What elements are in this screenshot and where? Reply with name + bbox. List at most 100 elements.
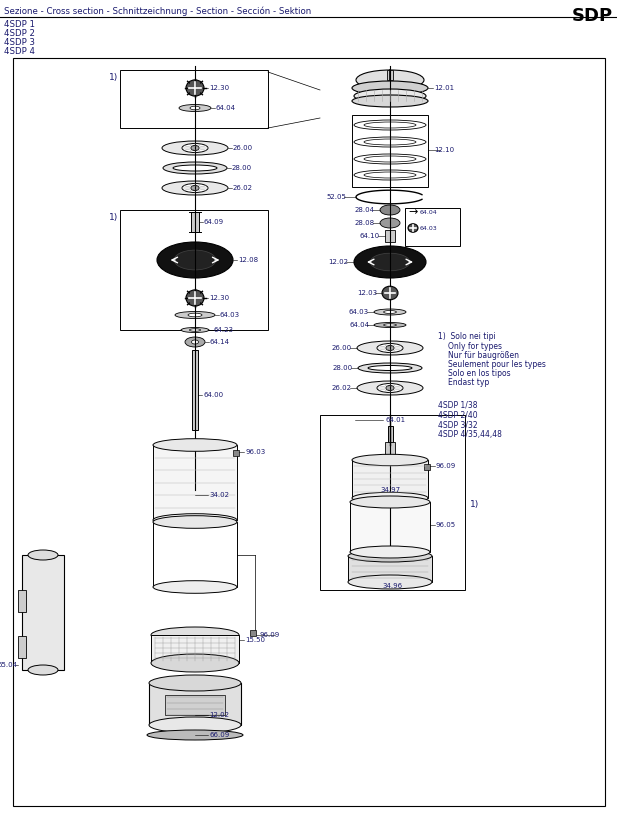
Text: 64.04: 64.04 [420,209,437,215]
Ellipse shape [357,341,423,355]
Ellipse shape [186,80,204,96]
Bar [352,460,428,498]
Text: 34.96: 34.96 [382,583,402,589]
Bar [424,464,430,470]
Text: 4SDP 2/40: 4SDP 2/40 [438,410,478,419]
Text: Nur für baugrößen: Nur für baugrößen [448,351,519,360]
Ellipse shape [356,70,424,90]
Ellipse shape [182,143,208,152]
Ellipse shape [352,95,428,107]
Text: 34.02: 34.02 [209,492,229,498]
Ellipse shape [147,730,243,740]
Ellipse shape [380,218,400,228]
Ellipse shape [354,120,426,130]
Text: 12.30: 12.30 [209,85,229,91]
Ellipse shape [149,717,241,733]
Ellipse shape [370,253,410,271]
Text: 65.04: 65.04 [0,662,17,668]
Text: 12.03: 12.03 [357,290,377,296]
Text: 12.30: 12.30 [209,295,229,301]
Bar [250,630,256,636]
Text: 28.04: 28.04 [355,207,375,213]
Text: 64.10: 64.10 [360,233,380,239]
Text: 64.23: 64.23 [214,327,234,333]
Ellipse shape [374,322,406,327]
Ellipse shape [174,250,216,270]
Bar [385,442,395,456]
Text: 4SDP 1: 4SDP 1 [4,20,35,29]
Ellipse shape [380,205,400,215]
Text: 28.00: 28.00 [232,165,252,171]
Ellipse shape [354,154,426,164]
Text: →: → [408,207,417,217]
Ellipse shape [386,345,394,351]
Ellipse shape [354,89,426,103]
Ellipse shape [350,496,430,508]
Text: 4SDP 4/35,44,48: 4SDP 4/35,44,48 [438,430,502,439]
Bar [233,450,239,456]
Bar [165,695,225,715]
Text: 12.01: 12.01 [434,85,454,91]
Text: 1): 1) [470,501,479,510]
Ellipse shape [377,383,403,392]
Bar [352,115,428,187]
Bar [405,208,460,246]
Ellipse shape [179,104,211,112]
Ellipse shape [352,492,428,504]
Text: 26.00: 26.00 [233,145,253,151]
Text: 12.02: 12.02 [209,712,229,718]
Ellipse shape [354,137,426,147]
Ellipse shape [352,454,428,466]
Ellipse shape [364,156,416,162]
Text: 28.08: 28.08 [355,220,375,226]
Ellipse shape [163,162,227,174]
Text: 4SDP 1/38: 4SDP 1/38 [438,400,478,409]
Text: 12.08: 12.08 [238,257,258,263]
Ellipse shape [364,172,416,178]
Bar [149,683,241,725]
Text: 26.00: 26.00 [332,345,352,351]
Ellipse shape [191,186,199,190]
Text: 64.09: 64.09 [204,219,224,225]
Text: 96.05: 96.05 [436,522,456,528]
Bar [151,635,239,663]
Bar [120,210,268,330]
Ellipse shape [191,340,199,344]
Ellipse shape [157,242,233,278]
Ellipse shape [28,665,58,675]
Text: 4SDP 3/32: 4SDP 3/32 [438,420,478,429]
Ellipse shape [374,309,406,315]
Bar [320,415,465,590]
Ellipse shape [384,324,396,326]
Text: 12.02: 12.02 [328,259,348,265]
Text: 64.14: 64.14 [210,339,230,345]
Ellipse shape [357,381,423,395]
Ellipse shape [181,327,209,332]
Bar [385,230,395,242]
Bar [350,502,430,552]
Ellipse shape [153,514,237,527]
Text: Sezione - Cross section - Schnittzeichnung - Section - Sección - Sektion: Sezione - Cross section - Schnittzeichnu… [4,7,311,16]
Bar [18,590,26,612]
Ellipse shape [348,550,432,562]
Bar [387,70,393,80]
Text: 52.05: 52.05 [326,194,346,200]
Text: 26.02: 26.02 [332,385,352,391]
Ellipse shape [153,516,237,528]
Text: 4SDP 2: 4SDP 2 [4,29,35,38]
Ellipse shape [358,363,422,373]
Ellipse shape [382,287,398,300]
Text: 64.03: 64.03 [220,312,240,318]
Text: SDP: SDP [572,7,613,25]
Ellipse shape [377,344,403,352]
Text: 1)  Solo nei tipi: 1) Solo nei tipi [438,332,495,341]
Ellipse shape [149,675,241,691]
Text: 96.03: 96.03 [245,449,265,455]
Ellipse shape [153,580,237,593]
Ellipse shape [153,439,237,451]
Bar [192,350,198,430]
Ellipse shape [162,181,228,195]
Text: 26.02: 26.02 [233,185,253,191]
Bar [191,212,199,232]
Bar [153,522,237,587]
